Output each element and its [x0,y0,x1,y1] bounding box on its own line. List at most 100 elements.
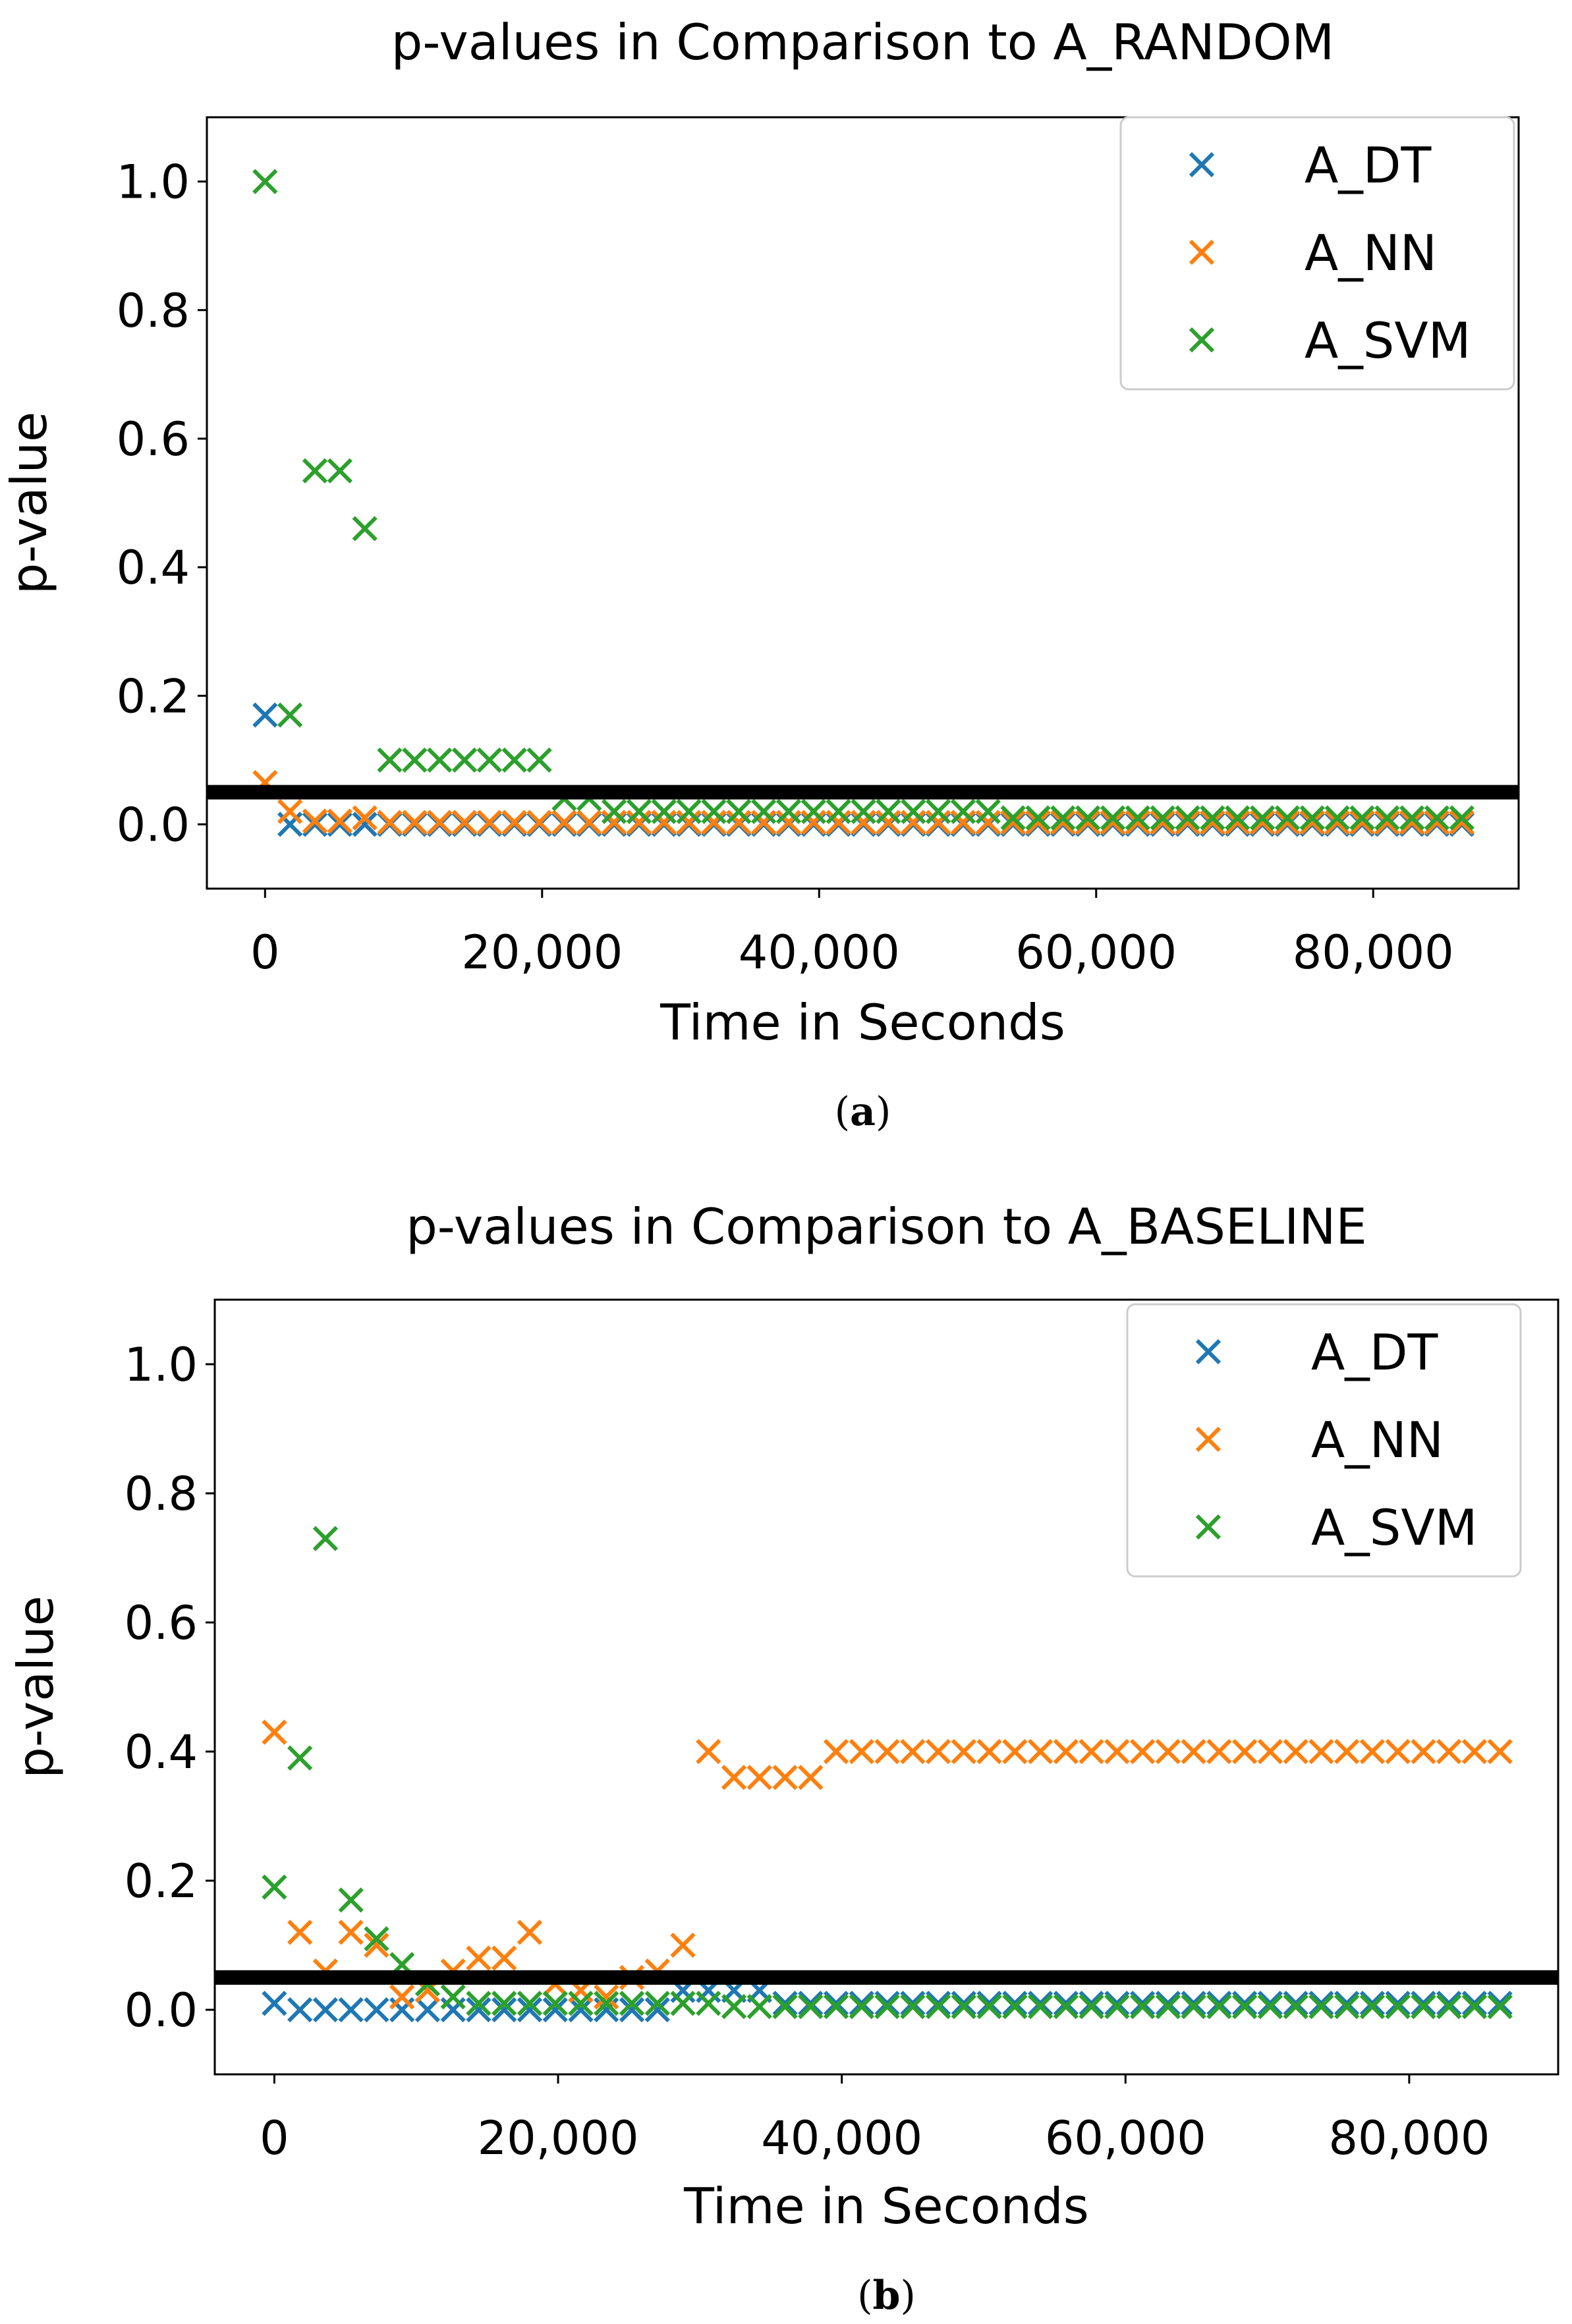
data-point-marker [312,1997,339,2023]
data-point-marker [800,810,826,835]
data-point-marker [696,1991,721,2016]
data-point-marker [517,1920,543,1945]
data-point-marker [568,1991,594,2016]
data-point-marker [1200,805,1225,831]
legend-marker-a-nn [1189,239,1215,265]
data-point-marker [262,1719,287,1745]
data-point-marker [925,1991,951,2016]
data-point-marker [1424,810,1450,835]
data-point-marker [1232,1991,1258,2016]
data-point-marker [950,798,976,825]
data-point-marker [823,1993,849,2020]
data-point-marker [1225,805,1250,831]
data-point-marker [751,798,777,825]
data-point-marker [1283,1991,1308,2016]
data-point-marker [976,1738,1002,1765]
data-point-marker [1411,1991,1436,2016]
data-point-marker [1461,1991,1488,2016]
chart-panel-2: p-values in Comparison to A_BASELINE 0.0 0… [7,1198,1559,2319]
data-point-marker [364,1926,389,1952]
legend: A_DT A_NN A_SVM [1119,116,1515,391]
data-point-marker [849,1738,874,1765]
data-point-marker [526,810,552,835]
x-axis-label: Time in Seconds [683,2177,1089,2235]
data-point-marker [900,1993,926,2020]
legend-label: A_SVM [1305,312,1471,370]
data-point-marker [1175,810,1200,835]
x-tick-label: 80,000 [1328,2111,1490,2165]
data-point-marker [1232,1738,1258,1765]
data-point-marker [950,810,976,835]
y-axis-label: p-value [0,412,58,595]
data-point-marker [1274,810,1301,835]
data-point-marker [976,1991,1002,2016]
data-point-marker [364,1932,389,1958]
data-point-marker [1079,1738,1104,1765]
data-point-marker [1002,1738,1028,1765]
data-point-marker [626,798,652,825]
legend-label: A_DT [1305,136,1432,194]
data-point-marker [327,458,352,484]
data-point-marker [670,1991,696,2016]
data-point-marker [925,1993,951,2020]
y-tick-label: 0.8 [117,284,190,338]
data-point-marker [1206,1991,1232,2016]
data-point-marker [517,1997,543,2023]
data-point-marker [975,810,1001,835]
y-axis-label: p-value [7,1595,65,1779]
data-point-marker [466,1945,491,1971]
data-point-marker [517,1991,543,2016]
data-point-marker [1257,1993,1283,2020]
data-point-marker [1002,1993,1028,2020]
data-point-marker [1385,1993,1411,2020]
data-point-marker [1374,810,1400,835]
series-a-nn [252,769,1474,835]
data-point-marker [676,810,702,835]
data-point-marker [900,1991,926,2016]
data-point-marker [287,1745,313,1771]
data-point-marker [876,798,901,825]
plot-area-frame [213,1298,1559,2076]
data-point-marker [427,747,453,773]
data-point-marker [1206,1738,1232,1765]
data-point-marker [651,798,677,825]
data-point-marker [1385,1991,1411,2016]
data-point-marker [1053,1991,1079,2016]
data-point-marker [775,798,802,825]
data-point-marker [1100,805,1126,831]
data-point-marker [644,1997,670,2023]
x-tick-label: 20,000 [461,926,623,980]
data-point-marker [594,1984,619,2010]
data-point-marker [1257,1738,1283,1765]
legend-marker-a-nn [1195,1426,1221,1452]
x-tick-label: 20,000 [478,2111,639,2165]
data-point-marker [277,702,303,728]
series-a-dt [262,1978,1513,2023]
data-point-marker [287,1997,313,2023]
data-point-marker [302,808,328,834]
y-tick-label: 0.6 [125,1596,198,1650]
data-point-marker [277,812,303,837]
data-point-marker [1027,1991,1053,2016]
data-point-marker [1053,1738,1079,1765]
data-point-marker [849,1991,874,2016]
data-point-marker [701,810,727,835]
data-point-marker [851,798,876,825]
data-point-marker [302,458,328,484]
data-point-marker [1079,1991,1104,2016]
data-point-marker [798,1765,824,1790]
data-point-marker [1104,1993,1130,2020]
data-point-marker [1487,1991,1513,2016]
data-point-marker [312,1526,339,1551]
data-point-marker [551,810,577,835]
data-point-marker [1349,805,1375,831]
data-point-marker [1334,1991,1360,2016]
data-point-marker [1308,1991,1334,2016]
data-point-marker [775,810,802,835]
data-point-marker [402,747,428,773]
data-point-marker [1283,1738,1308,1765]
x-tick-label: 60,000 [1015,926,1177,980]
data-point-marker [1299,810,1325,835]
data-point-marker [1274,805,1301,831]
legend: A_DT A_NN A_SVM [1126,1303,1522,1578]
